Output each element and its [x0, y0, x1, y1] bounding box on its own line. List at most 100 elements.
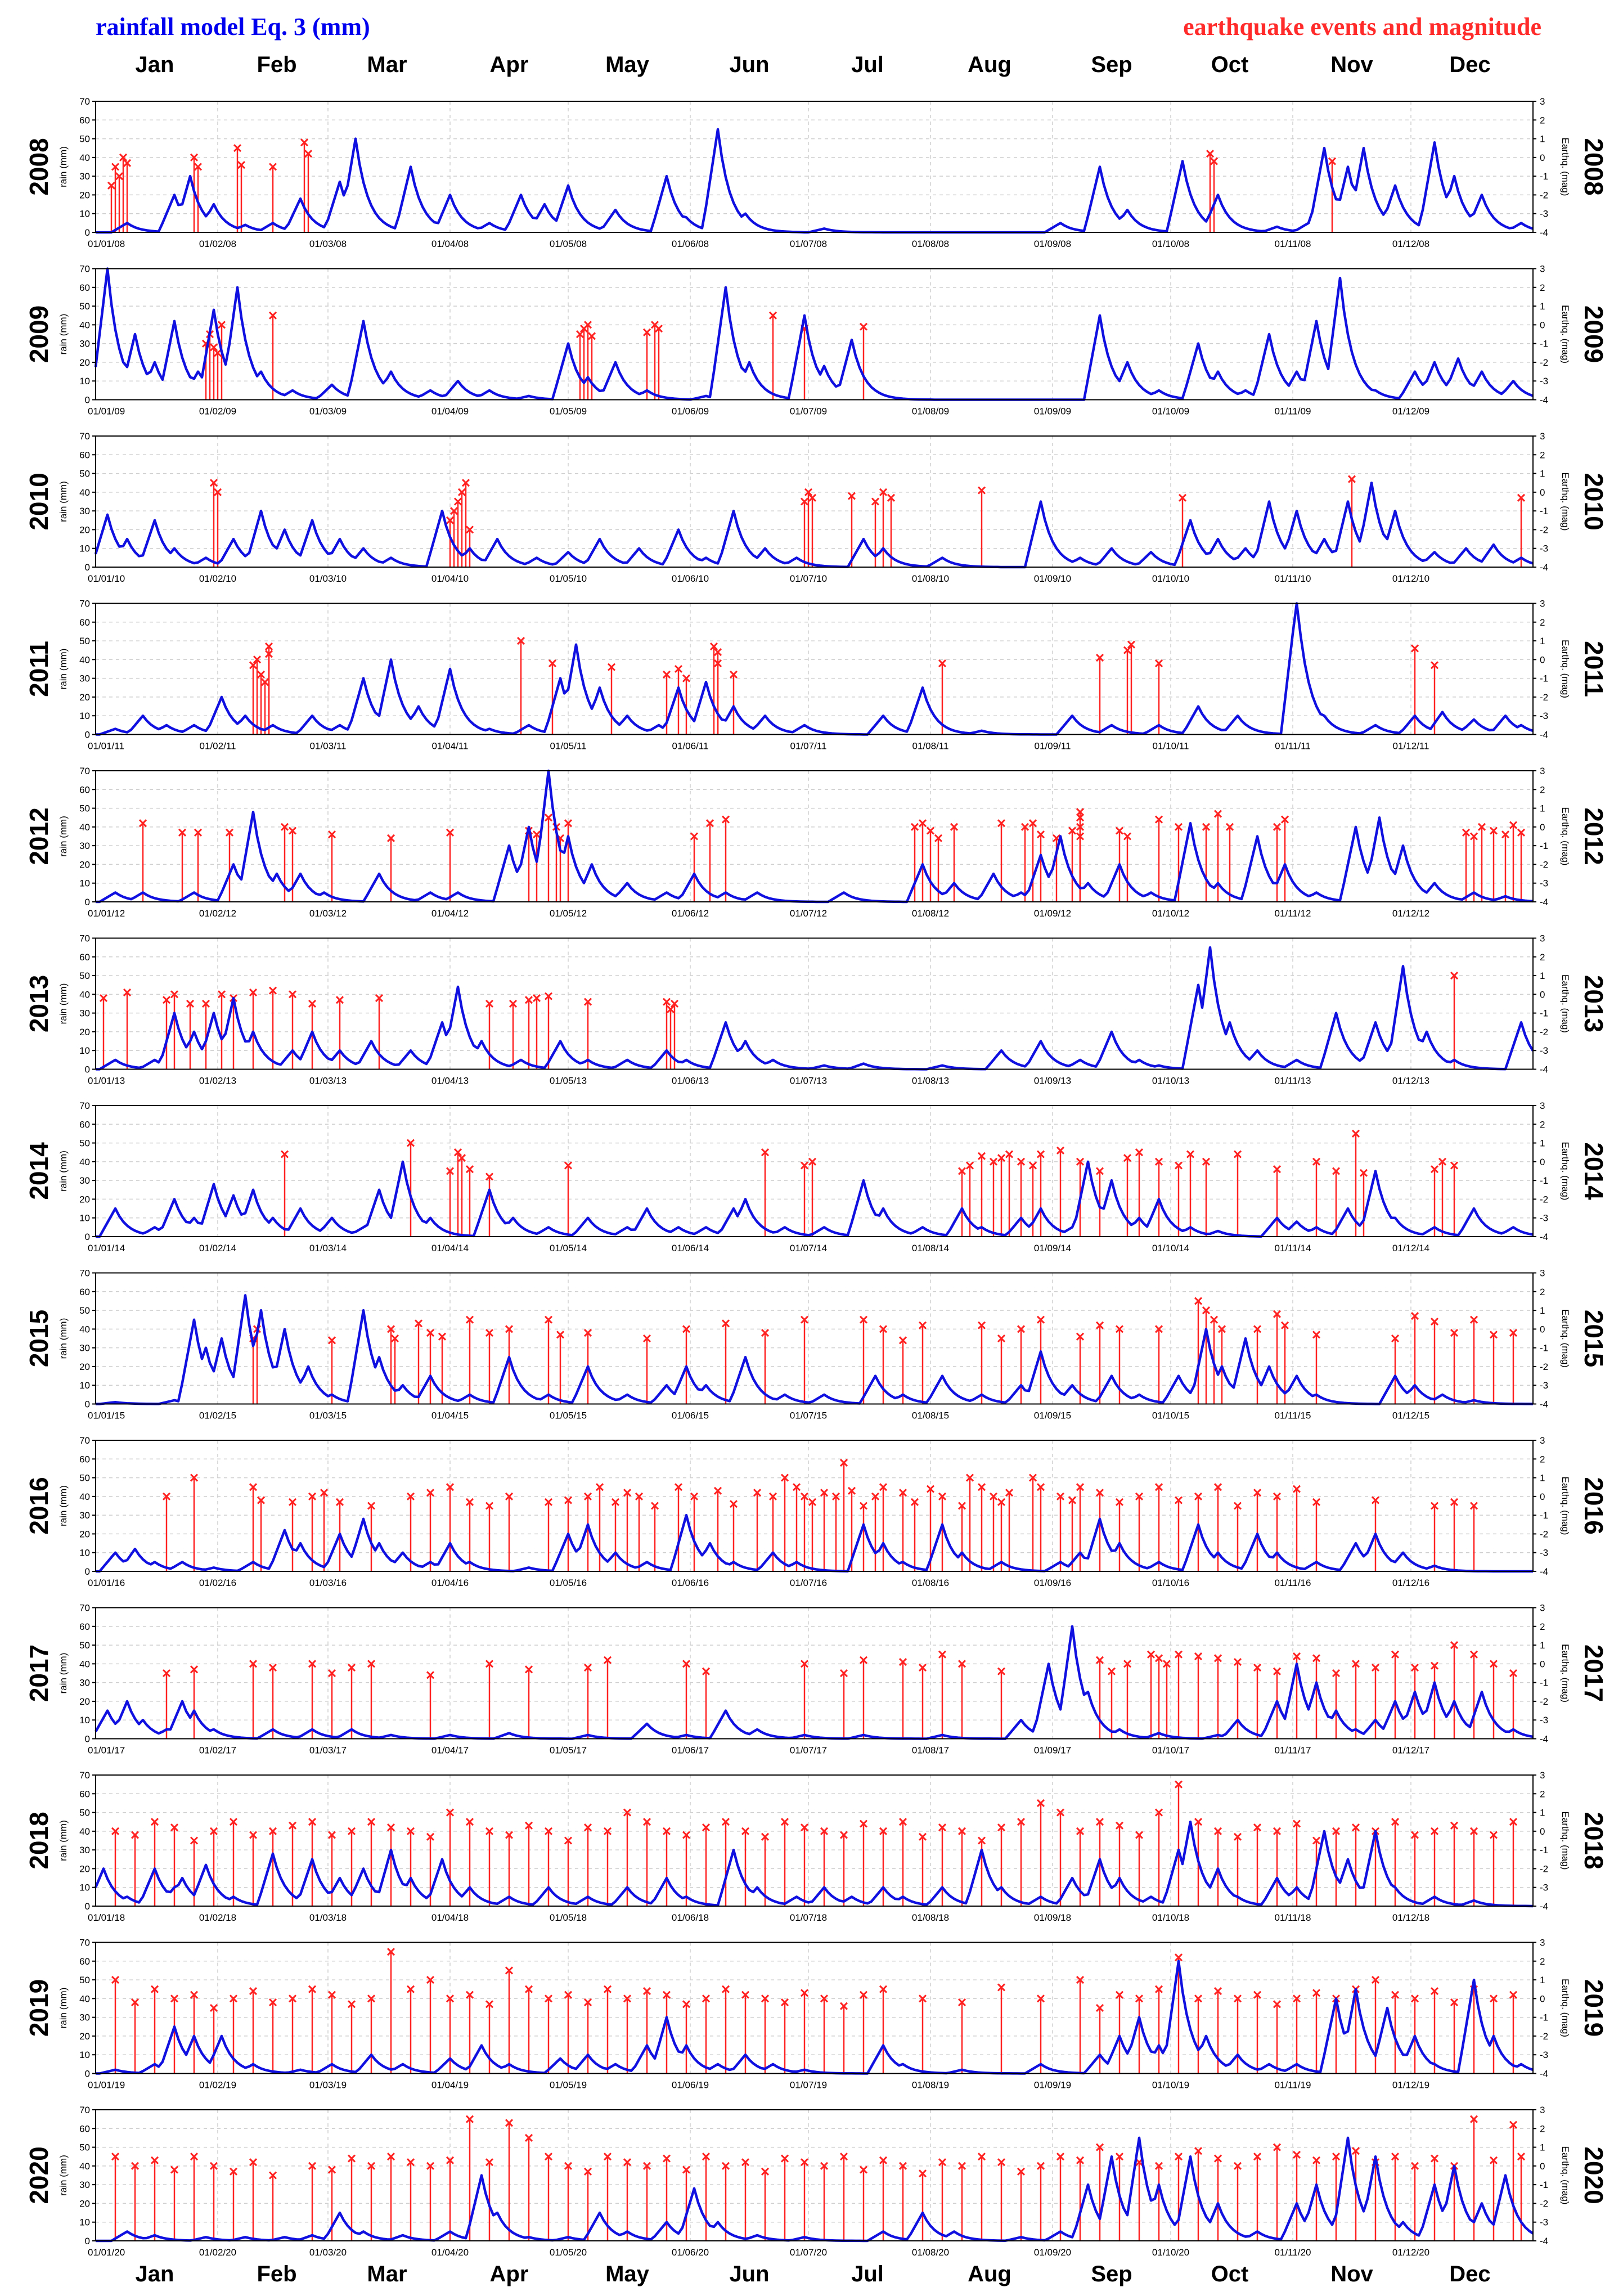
quake-marker — [426, 1832, 435, 1841]
quake-marker — [1076, 814, 1085, 822]
left-tick-label: 70 — [79, 431, 90, 442]
right-tick-label: 2 — [1540, 115, 1545, 125]
x-tick-label: 01/06/18 — [672, 1912, 709, 1923]
quake-marker — [583, 1663, 592, 1672]
x-tick-label: 01/05/20 — [550, 2247, 587, 2258]
left-tick-label: 60 — [79, 450, 90, 460]
quake-marker — [367, 1818, 376, 1826]
right-axis-ticks: -4 -3 -2 -1 0 1 2 3 — [1533, 1938, 1548, 2079]
quake-marker — [505, 2119, 514, 2127]
x-tick-label: 01/07/09 — [790, 406, 827, 417]
quake-marker — [1332, 2153, 1341, 2161]
x-tick-label: 01/12/10 — [1392, 573, 1429, 584]
left-tick-label: 50 — [79, 970, 90, 981]
quake-marker — [1450, 1161, 1459, 1170]
quake-marker — [453, 1148, 462, 1157]
quake-marker — [1292, 1819, 1301, 1828]
quake-marker — [268, 311, 277, 320]
quake-marker — [583, 1492, 592, 1500]
left-tick-label: 50 — [79, 1975, 90, 1985]
quake-marker — [268, 1827, 277, 1835]
quake-marker — [595, 1483, 604, 1491]
bottom-month-labels: Jan Feb Mar Apr May Jun Jul Aug Sep Oct Nov Dec — [136, 2262, 1491, 2286]
quake-marker — [729, 1500, 738, 1508]
quake-marker — [1253, 1489, 1262, 1497]
right-tick-label: 3 — [1540, 1268, 1545, 1279]
year-label-right: 2019 — [1579, 1979, 1608, 2037]
left-tick-label: 60 — [79, 1454, 90, 1464]
quake-marker — [426, 1328, 435, 1337]
quake-marker — [1095, 1818, 1104, 1826]
x-tick-label: 01/08/14 — [912, 1243, 949, 1253]
x-tick-label: 01/02/09 — [199, 406, 236, 417]
left-tick-label: 0 — [85, 1901, 90, 1912]
quake-marker — [957, 1998, 966, 2007]
x-tick-label: 01/12/08 — [1392, 239, 1429, 249]
right-tick-label: -3 — [1540, 1548, 1548, 1558]
right-tick-label: 1 — [1540, 2142, 1545, 2153]
quake-marker — [1154, 815, 1163, 824]
x-tick-label: 01/10/20 — [1152, 2247, 1189, 2258]
quake-marker — [713, 659, 722, 668]
quake-marker — [544, 2153, 553, 2161]
x-tick-label: 01/04/13 — [431, 1076, 469, 1086]
x-tick-label: 01/01/14 — [88, 1243, 125, 1253]
year-label-left: 2012 — [24, 807, 53, 865]
right-tick-label: 2 — [1540, 1621, 1545, 1632]
right-tick-label: -4 — [1540, 730, 1548, 740]
panel-2017: 0 10 20 30 40 50 60 70 -4 -3 -2 -1 0 1 2 3 rain (mm) Eart… — [24, 1603, 1608, 1756]
quake-marker — [859, 1991, 868, 1999]
quake-marker — [249, 1483, 258, 1491]
quake-marker — [1194, 1492, 1203, 1500]
panel-2016: 0 10 20 30 40 50 60 70 -4 -3 -2 -1 0 1 2 3 rain (mm) Eart… — [24, 1435, 1608, 1588]
rain-line-2012 — [96, 769, 1534, 904]
x-tick-label: 01/09/17 — [1034, 1745, 1071, 1756]
quake-marker — [1154, 1483, 1163, 1491]
quake-marker — [253, 655, 262, 664]
quake-marker — [1174, 1650, 1183, 1659]
left-tick-label: 50 — [79, 1138, 90, 1149]
right-tick-label: -3 — [1540, 1882, 1548, 1893]
quake-marker — [1489, 1994, 1498, 2003]
quake-marker — [1371, 1496, 1380, 1504]
x-tick-labels: 01/01/14 01/02/14 01/03/14 01/04/14 01/05/14… — [88, 1243, 1429, 1253]
x-tick-label: 01/04/12 — [431, 908, 469, 919]
quake-marker — [1028, 1161, 1037, 1170]
quake-marker — [1123, 646, 1132, 654]
gridlines — [95, 603, 1533, 735]
quake-marker — [1076, 2156, 1085, 2164]
right-tick-label: 1 — [1540, 134, 1545, 145]
left-tick-label: 30 — [79, 339, 90, 349]
right-axis-ticks: -4 -3 -2 -1 0 1 2 3 — [1533, 1435, 1548, 1577]
left-tick-label: 10 — [79, 1045, 90, 1056]
quake-marker — [465, 525, 474, 534]
quake-marker — [1351, 2147, 1360, 2155]
quake-marker — [898, 1489, 907, 1497]
month-label-top-may: May — [605, 52, 650, 77]
quake-marker — [446, 1167, 455, 1175]
legend-quake-title: earthquake events and magnitude — [1183, 13, 1541, 41]
x-tick-label: 01/07/16 — [790, 1578, 827, 1588]
left-tick-label: 50 — [79, 636, 90, 646]
x-tick-label: 01/02/14 — [199, 1243, 236, 1253]
left-tick-label: 0 — [85, 1232, 90, 1242]
quake-marker — [1430, 661, 1439, 670]
quake-marker — [107, 181, 116, 190]
quake-marker — [957, 2162, 966, 2170]
quake-marker — [1206, 150, 1215, 158]
quake-marker — [406, 1985, 415, 1993]
x-tick-label: 01/07/11 — [790, 741, 827, 752]
right-tick-label: 2 — [1540, 1119, 1545, 1130]
right-tick-label: -1 — [1540, 1678, 1548, 1688]
quake-marker — [111, 2153, 120, 2161]
quake-marker — [1115, 1325, 1124, 1333]
right-axis-label: Earthq. (mag) — [1560, 1142, 1571, 1201]
quake-marker — [1410, 1994, 1419, 2003]
quake-marker — [509, 999, 518, 1008]
x-tick-label: 01/10/16 — [1152, 1578, 1189, 1588]
year-label-left: 2016 — [24, 1477, 53, 1534]
month-label-top-jun: Jun — [729, 52, 769, 77]
right-tick-label: 2 — [1540, 2123, 1545, 2134]
quake-marker — [957, 1502, 966, 1510]
